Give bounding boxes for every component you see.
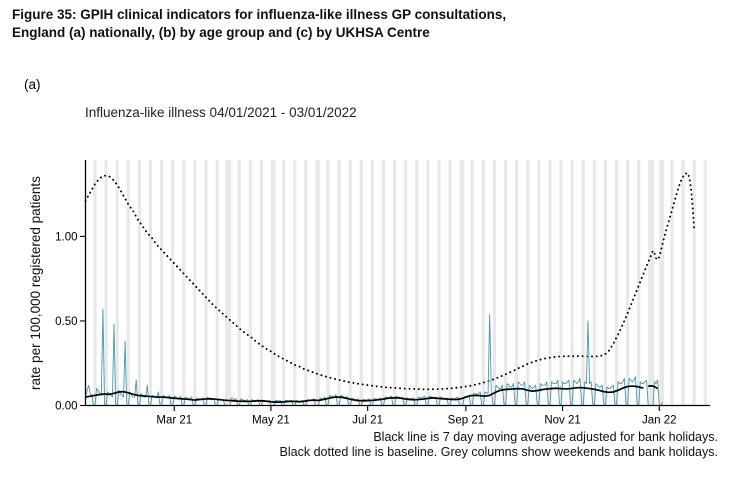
daily-rate-line [85,308,663,406]
svg-text:Sep 21: Sep 21 [448,415,484,427]
svg-text:Jul 21: Jul 21 [352,415,383,427]
svg-text:0.50: 0.50 [55,316,77,328]
caption-line1: Black line is 7 day moving average adjus… [373,430,718,444]
axis-ticks: Mar 21 May 21 Jul 21 Sep 21 Nov 21 Jan 22 0.00… [55,231,676,426]
figure-title-line1: Figure 35: GPIH clinical indicators for … [12,7,507,22]
baseline-dotted-line [84,171,696,391]
moving-average-line [648,385,659,390]
svg-text:May 21: May 21 [252,415,290,427]
chart-caption: Black line is 7 day moving average adjus… [280,430,718,460]
caption-line2: Black dotted line is baseline. Grey colu… [279,445,718,459]
svg-text:Nov 21: Nov 21 [544,415,580,427]
chart-title: Influenza-like illness 04/01/2021 - 03/0… [85,105,357,120]
svg-text:Mar 21: Mar 21 [156,415,192,427]
svg-text:Jan 22: Jan 22 [642,415,677,427]
weekend-bands [93,160,707,406]
figure-title-line2: England (a) nationally, (b) by age group… [12,25,430,40]
moving-average-line [85,385,644,403]
svg-text:0.00: 0.00 [55,401,77,413]
svg-text:1.00: 1.00 [55,231,77,243]
panel-label-a: (a) [24,77,41,92]
figure-title: Figure 35: GPIH clinical indicators for … [12,6,717,42]
